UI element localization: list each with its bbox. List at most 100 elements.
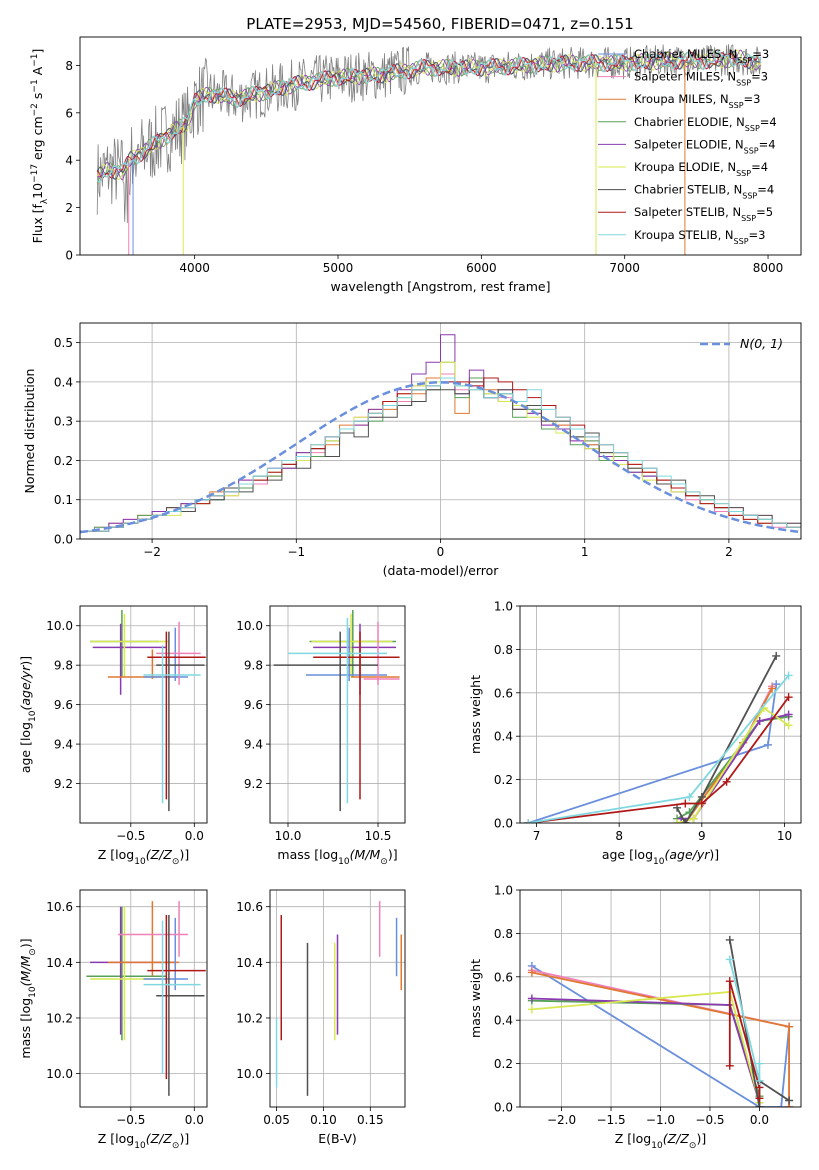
- y-tick-label: 10.2: [46, 1011, 73, 1025]
- residual-histogram-marks: [80, 334, 801, 539]
- x-tick-label: −0.5: [116, 829, 145, 843]
- legend-label: Chabrier ELODIE, NSSP=4: [634, 115, 777, 133]
- weight-vs-metallicity-marks: [527, 935, 794, 1107]
- y-axis-label: mass [log10(M/M⊙)]: [18, 938, 38, 1058]
- weight-vs-age-marks: [524, 651, 793, 823]
- weight-point-marker: [768, 684, 777, 693]
- y-tick-label: 10.6: [236, 900, 263, 914]
- x-axis-label: (data-model)/error: [383, 563, 500, 578]
- x-tick-label: 10: [777, 829, 792, 843]
- y-tick-label: 0.8: [494, 927, 513, 941]
- weight-point-marker: [784, 671, 793, 680]
- model-spectrum-line: [96, 51, 762, 183]
- legend-label: Salpeter MILES, NSSP=3: [634, 70, 768, 88]
- y-tick-label: 9.8: [244, 659, 263, 673]
- y-tick-label: 9.8: [54, 659, 73, 673]
- y-tick-label: 0.1: [54, 493, 73, 507]
- legend-label: Chabrier STELIB, NSSP=4: [634, 183, 774, 201]
- x-axis-label: Z [log10(Z/Z⊙)]: [98, 1131, 189, 1151]
- weight-point-marker: [755, 717, 764, 726]
- x-tick-label: 8000: [753, 261, 784, 275]
- y-tick-label: 0: [65, 249, 73, 263]
- weight-point-marker: [697, 799, 706, 808]
- y-tick-label: 10.2: [236, 1011, 263, 1025]
- legend-label: Salpeter STELIB, NSSP=5: [634, 205, 773, 223]
- weight-point-marker: [722, 777, 731, 786]
- y-tick-label: 10.0: [236, 619, 263, 633]
- y-tick-label: 10.4: [236, 956, 263, 970]
- age-vs-metallicity-frame: [79, 605, 208, 824]
- age-vs-mass-frame: [269, 605, 406, 824]
- weight-point-marker: [755, 1059, 764, 1068]
- y-axis-label: Flux [fλ10−17 erg cm−2 s−1 A−1]: [30, 49, 50, 244]
- weight-point-marker: [689, 814, 698, 823]
- x-tick-label: 10.0: [275, 829, 302, 843]
- x-tick-label: −0.5: [116, 1113, 145, 1127]
- gaussian-curve: [80, 381, 801, 534]
- weight-line: [531, 999, 761, 1097]
- x-tick-label: 0.0: [750, 1113, 769, 1127]
- weight-point-marker: [785, 1096, 794, 1105]
- weight-point-marker: [725, 955, 734, 964]
- legend-label: Salpeter ELODIE, NSSP=4: [634, 137, 776, 155]
- x-tick-label: 10.5: [365, 829, 392, 843]
- weight-line: [531, 965, 790, 1107]
- weight-vs-metallicity-panel: −2.0 −1.5 −1.0 −0.5 0.0 0.0 0.2 0.4 0.6 0.8 1.0 Z […: [468, 884, 802, 1151]
- y-tick-label: 10.0: [236, 1067, 263, 1081]
- weight-point-marker: [527, 994, 536, 1003]
- y-tick-label: 9.6: [244, 698, 263, 712]
- weight-line: [676, 715, 789, 820]
- y-tick-label: 0.2: [494, 773, 513, 787]
- weight-line: [728, 980, 761, 1099]
- weight-point-marker: [784, 721, 793, 730]
- y-tick-label: 0.2: [494, 1057, 513, 1071]
- weight-line: [676, 655, 777, 823]
- weight-point-marker: [673, 819, 682, 823]
- x-tick-label: −2.0: [547, 1113, 576, 1127]
- legend-label: Kroupa MILES, NSSP=3: [634, 92, 760, 110]
- y-tick-label: 9.4: [244, 738, 263, 752]
- y-tick-label: 9.6: [54, 698, 73, 712]
- y-tick-label: 1.0: [494, 600, 513, 614]
- x-tick-label: −2: [143, 545, 161, 559]
- model-spectrum-line: [96, 49, 762, 181]
- mass-vs-metallicity-frame: [79, 889, 208, 1108]
- weight-point-marker: [755, 1103, 764, 1107]
- y-tick-label: 0.6: [494, 686, 513, 700]
- y-axis-label: age [log10(age/yr)]: [18, 656, 38, 773]
- x-axis-label: wavelength [Angstrom, rest frame]: [330, 279, 550, 294]
- weight-point-marker: [681, 819, 690, 823]
- weight-point-marker: [755, 1076, 764, 1085]
- x-axis-label: Z [log10(Z/Z⊙)]: [615, 1131, 706, 1151]
- age-vs-mass-marks: [273, 609, 400, 812]
- legend-label: Kroupa ELODIE, NSSP=4: [634, 160, 768, 178]
- x-axis-label: Z [log10(Z/Z⊙)]: [98, 847, 189, 867]
- y-tick-label: 6: [65, 106, 73, 120]
- weight-point-marker: [784, 693, 793, 702]
- weight-line: [528, 696, 790, 823]
- x-tick-label: 9: [698, 829, 706, 843]
- y-tick-label: 1.0: [494, 884, 513, 898]
- x-axis-label: age [log10(age/yr)]: [602, 847, 719, 867]
- y-tick-label: 0.5: [54, 336, 73, 350]
- y-tick-label: 0.6: [494, 970, 513, 984]
- y-tick-label: 0.4: [494, 730, 513, 744]
- y-tick-label: 10.0: [46, 619, 73, 633]
- y-tick-label: 2: [65, 201, 73, 215]
- weight-point-marker: [527, 968, 536, 977]
- weight-point-marker: [777, 1103, 786, 1107]
- x-tick-label: 4000: [179, 261, 210, 275]
- y-axis-label: mass weight: [468, 959, 483, 1038]
- spectrum-frame: [79, 36, 802, 256]
- x-tick-label: −0.5: [695, 1113, 724, 1127]
- model-spectrum-line: [96, 51, 762, 180]
- y-tick-label: 0.4: [494, 1014, 513, 1028]
- age-vs-mass-panel: 10.0 10.5 9.2 9.4 9.6 9.8 10.0 mass [log10(M/M⊙…: [236, 605, 406, 867]
- model-spectrum-line: [96, 51, 762, 179]
- mass-vs-metallicity-panel: −0.5 0.0 10.0 10.2 10.4 10.6 Z [log10(Z/Z⊙)] ma…: [18, 889, 208, 1151]
- y-tick-label: 0.0: [54, 533, 73, 547]
- y-tick-label: 9.2: [244, 777, 263, 791]
- weight-point-marker: [681, 799, 690, 808]
- y-tick-label: 10.4: [46, 956, 73, 970]
- x-tick-label: 0.15: [357, 1113, 384, 1127]
